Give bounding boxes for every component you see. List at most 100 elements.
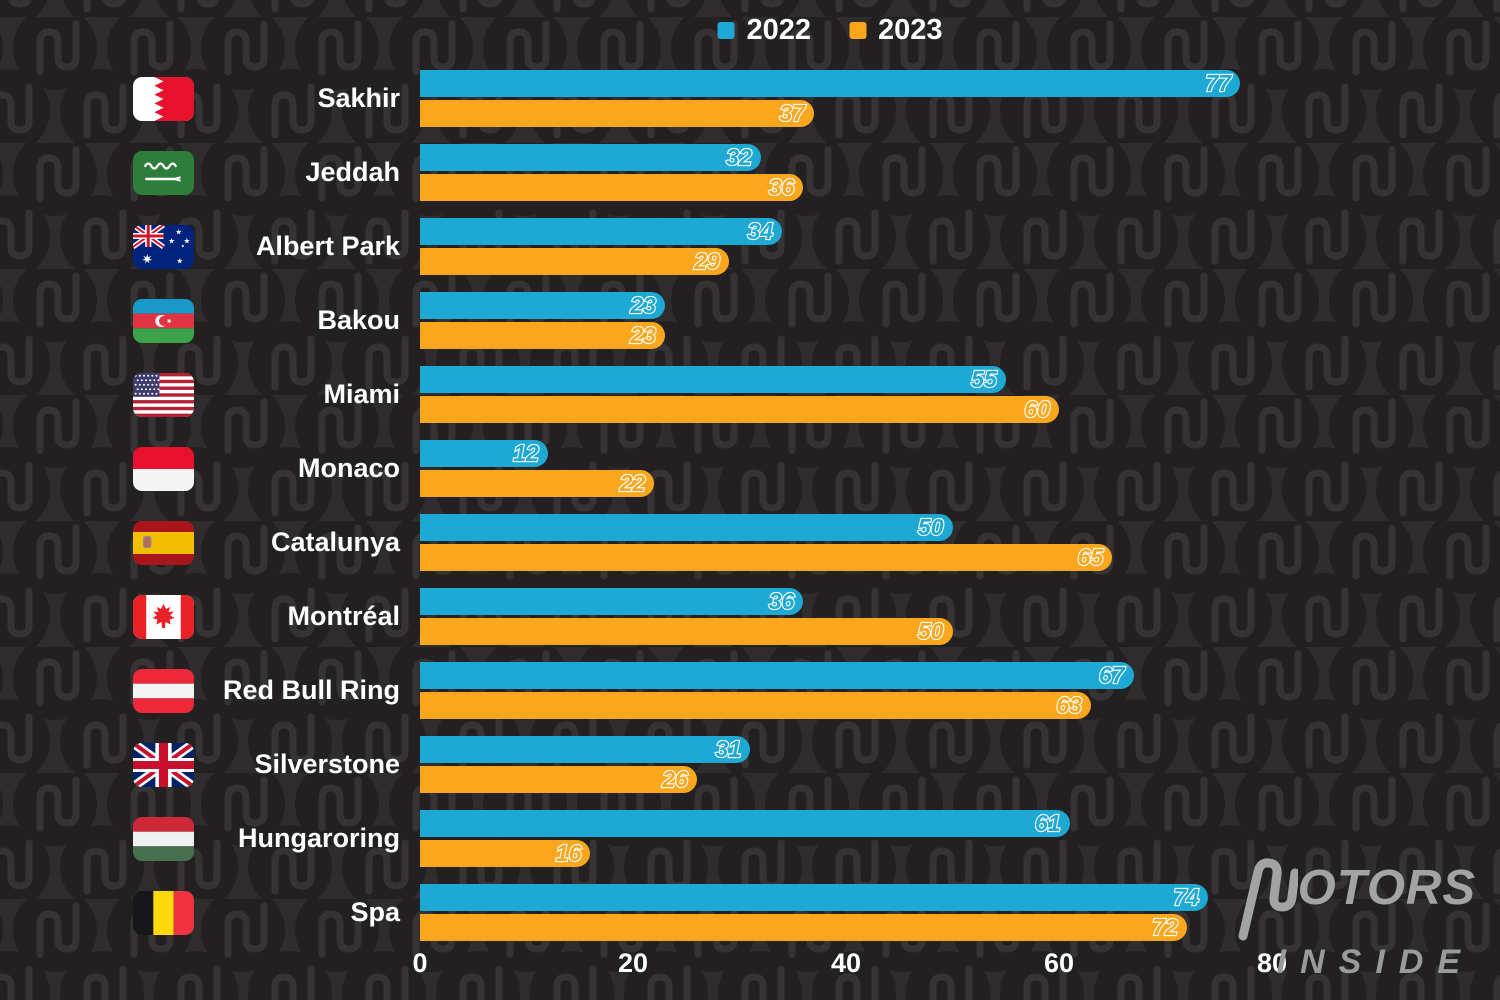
bar-value-label: 32 (725, 143, 753, 171)
circuit-label: Jeddah (305, 156, 400, 187)
chart-row: Hungaroring 61 16 (0, 809, 1500, 870)
bar-2023-hungaroring: 16 (420, 839, 591, 867)
chart-row: Sakhir 77 37 (0, 69, 1500, 130)
x-axis-tick-20: 20 (617, 948, 649, 978)
circuit-label: Spa (350, 896, 400, 927)
circuit-label: Catalunya (270, 526, 400, 557)
chart-row: Silverstone 31 26 (0, 735, 1500, 796)
circuit-label: Montréal (287, 600, 400, 631)
x-axis-tick-60: 60 (1043, 948, 1075, 978)
flag-saudi-arabia-icon (133, 150, 194, 195)
circuit-label: Bakou (317, 304, 400, 335)
circuit-label: Hungaroring (238, 822, 400, 853)
bar-2022-miami: 55 (420, 365, 1006, 393)
bar-value-label: 50 (917, 513, 945, 541)
flag-monaco-icon (133, 446, 194, 491)
flag-bahrain-icon (133, 76, 194, 121)
bar-value-label: 23 (629, 321, 657, 349)
bar-value-label: 26 (661, 765, 689, 793)
bar-value-label: 74 (1172, 883, 1200, 911)
bar-value-label: 63 (1055, 691, 1083, 719)
bar-2022-hungaroring: 61 (420, 809, 1070, 837)
flag-canada-icon (133, 594, 194, 639)
bar-2023-montr-al: 50 (420, 617, 953, 645)
chart-row: Bakou 23 23 (0, 291, 1500, 352)
legend-item-2022: 2022 (717, 14, 811, 47)
chart-row: Spa 74 72 (0, 883, 1500, 944)
bar-2023-silverstone: 26 (420, 765, 697, 793)
bar-value-label: 65 (1077, 543, 1105, 571)
x-axis-tick-40: 40 (830, 948, 862, 978)
bar-2022-spa: 74 (420, 883, 1209, 911)
motors-inside-logo: OTORS INSIDE (1236, 857, 1476, 982)
flag-uk-icon (133, 742, 194, 787)
flag-australia-icon (133, 224, 194, 269)
bar-value-label: 29 (693, 247, 721, 275)
bar-value-label: 16 (555, 839, 583, 867)
bar-2022-catalunya: 50 (420, 513, 953, 541)
bar-2022-albert-park: 34 (420, 217, 783, 245)
circuit-label: Monaco (297, 452, 400, 483)
x-axis-tick-0: 0 (412, 948, 428, 978)
circuit-label: Red Bull Ring (223, 674, 400, 705)
bar-value-label: 34 (746, 217, 774, 245)
chart-row: Monaco 12 22 (0, 439, 1500, 500)
bar-value-label: 72 (1151, 913, 1179, 941)
bar-2023-sakhir: 37 (420, 99, 815, 127)
x-axis-tick-80: 80 (1256, 948, 1288, 978)
motors-logo-m-icon (1238, 858, 1298, 941)
bar-2023-albert-park: 29 (420, 247, 729, 275)
chart-row: Jeddah 32 36 (0, 143, 1500, 204)
legend-label: 2023 (878, 14, 943, 46)
bar-2022-red-bull-ring: 67 (420, 661, 1134, 689)
legend-swatch-2023 (849, 22, 866, 39)
bar-value-label: 55 (970, 365, 998, 393)
bar-2023-bakou: 23 (420, 321, 665, 349)
bar-2022-bakou: 23 (420, 291, 665, 319)
chart-row: Albert Park 34 29 (0, 217, 1500, 278)
circuit-label: Sakhir (317, 82, 400, 113)
legend-item-2023: 2023 (849, 14, 943, 47)
chart-row: Miami 55 60 (0, 365, 1500, 426)
bar-2023-jeddah: 36 (420, 173, 804, 201)
legend-swatch-2022 (717, 22, 735, 39)
chart-legend: 2022 2023 (717, 14, 943, 47)
bar-value-label: 50 (917, 617, 945, 645)
flag-belgium-icon (133, 890, 194, 935)
bar-value-label: 23 (629, 291, 657, 319)
legend-label: 2022 (746, 14, 811, 46)
bar-value-label: 61 (1034, 809, 1062, 837)
flag-austria-icon (133, 668, 194, 713)
flag-azerbaijan-icon (133, 298, 194, 343)
bar-value-label: 12 (512, 439, 540, 467)
logo-text-motors: OTORS (1297, 861, 1476, 915)
bar-value-label: 31 (714, 735, 742, 763)
circuit-label: Albert Park (255, 230, 400, 261)
bar-2023-catalunya: 65 (420, 543, 1113, 571)
bar-value-label: 67 (1098, 661, 1126, 689)
bar-2023-miami: 60 (420, 395, 1059, 423)
chart-row: Montréal 36 50 (0, 587, 1500, 648)
flag-usa-icon (133, 372, 194, 417)
flag-spain-icon (133, 520, 194, 565)
circuit-label: Silverstone (254, 748, 400, 779)
bar-2023-monaco: 22 (420, 469, 655, 497)
chart-row: Catalunya 50 65 (0, 513, 1500, 574)
bar-2022-monaco: 12 (420, 439, 548, 467)
bar-value-label: 77 (1204, 69, 1232, 97)
bar-value-label: 37 (778, 99, 806, 127)
flag-hungary-icon (133, 816, 194, 861)
bar-2022-jeddah: 32 (420, 143, 761, 171)
bar-value-label: 22 (619, 469, 647, 497)
bar-2022-montr-al: 36 (420, 587, 804, 615)
bar-2023-spa: 72 (420, 913, 1187, 941)
bar-2022-silverstone: 31 (420, 735, 751, 763)
bar-2022-sakhir: 77 (420, 69, 1241, 97)
bar-value-label: 36 (768, 587, 796, 615)
circuit-label: Miami (323, 378, 400, 409)
bar-value-label: 36 (768, 173, 796, 201)
bar-2023-red-bull-ring: 63 (420, 691, 1091, 719)
bar-value-label: 60 (1023, 395, 1051, 423)
chart-row: Red Bull Ring 67 63 (0, 661, 1500, 722)
